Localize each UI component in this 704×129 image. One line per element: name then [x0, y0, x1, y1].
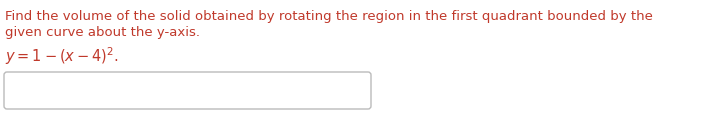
- FancyBboxPatch shape: [4, 72, 371, 109]
- Text: given curve about the y-axis.: given curve about the y-axis.: [5, 26, 200, 39]
- Text: $y = 1 - (x - 4)^2.$: $y = 1 - (x - 4)^2.$: [5, 45, 119, 67]
- Text: Find the volume of the solid obtained by rotating the region in the first quadra: Find the volume of the solid obtained by…: [5, 10, 653, 23]
